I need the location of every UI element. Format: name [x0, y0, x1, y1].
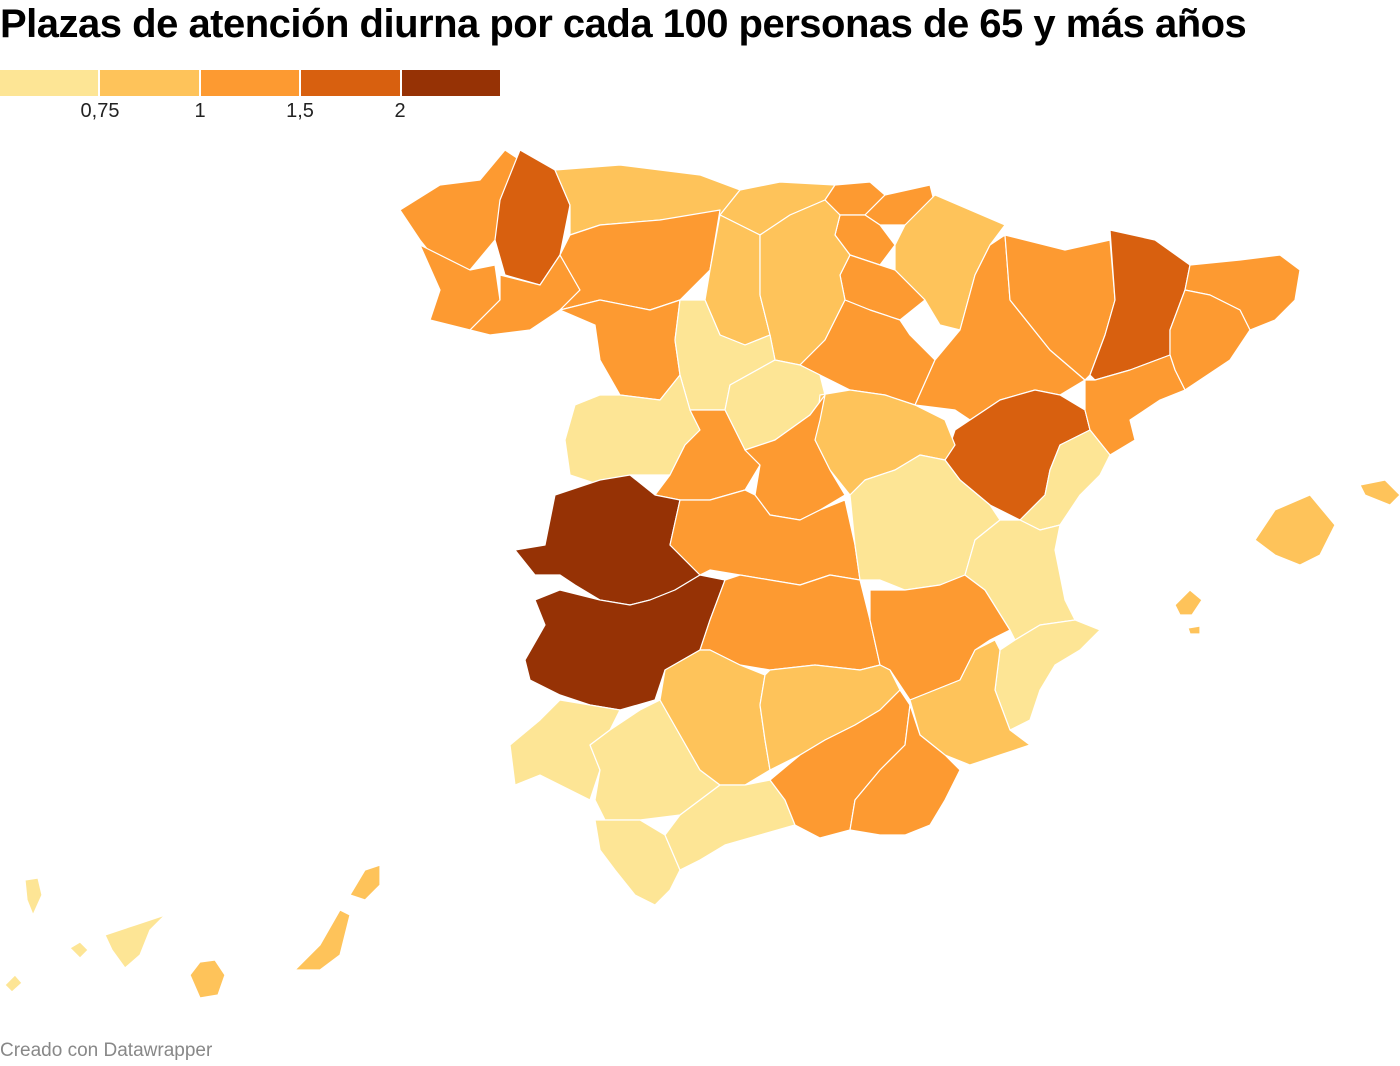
region-alicante[interactable]: [994, 619, 1101, 731]
island-el-hierro[interactable]: [4, 974, 23, 993]
color-legend: 0,75 1 1,5 2: [0, 70, 501, 130]
legend-swatch-1: [0, 70, 101, 96]
island-lanzarote[interactable]: [349, 864, 381, 901]
island-formentera[interactable]: [1187, 625, 1201, 635]
peninsula-regions: [399, 149, 1301, 906]
balearic-islands: [1174, 479, 1400, 635]
island-ibiza[interactable]: [1174, 589, 1203, 616]
region-almeria[interactable]: [849, 704, 961, 836]
legend-swatch-4: [301, 70, 402, 96]
region-castellon[interactable]: [1019, 429, 1111, 531]
chart-title: Plazas de atención diurna por cada 100 p…: [0, 2, 1247, 46]
region-murcia[interactable]: [909, 639, 1031, 766]
legend-tick-label-4: 2: [394, 100, 406, 122]
canary-islands: [4, 864, 381, 999]
region-barcelona[interactable]: [1169, 289, 1251, 391]
island-menorca[interactable]: [1359, 479, 1400, 506]
island-la-gomera[interactable]: [69, 941, 89, 959]
legend-swatch-3: [200, 70, 302, 96]
island-la-palma[interactable]: [24, 877, 43, 916]
island-fuerteventura[interactable]: [294, 909, 351, 971]
region-valencia[interactable]: [964, 519, 1076, 641]
legend-bar: [0, 70, 501, 96]
region-ourense[interactable]: [469, 254, 581, 336]
legend-swatch-5: [401, 70, 501, 96]
legend-tick-label-3: 1,5: [286, 100, 314, 122]
spain-provinces-map: [4, 149, 1400, 999]
island-gran-canaria[interactable]: [189, 959, 226, 999]
credit-text: Creado con Datawrapper: [0, 1040, 213, 1061]
region-navarra[interactable]: [894, 194, 1006, 331]
legend-tick-label-1: 0,75: [80, 100, 120, 122]
region-ciudad-real[interactable]: [699, 574, 881, 671]
region-zamora[interactable]: [559, 299, 681, 401]
legend-tick-label-2: 1: [194, 100, 206, 122]
region-tarragona[interactable]: [1084, 354, 1186, 456]
region-cadiz[interactable]: [594, 819, 681, 906]
island-mallorca[interactable]: [1254, 494, 1336, 566]
island-tenerife[interactable]: [104, 914, 166, 969]
legend-swatch-2: [100, 70, 201, 96]
